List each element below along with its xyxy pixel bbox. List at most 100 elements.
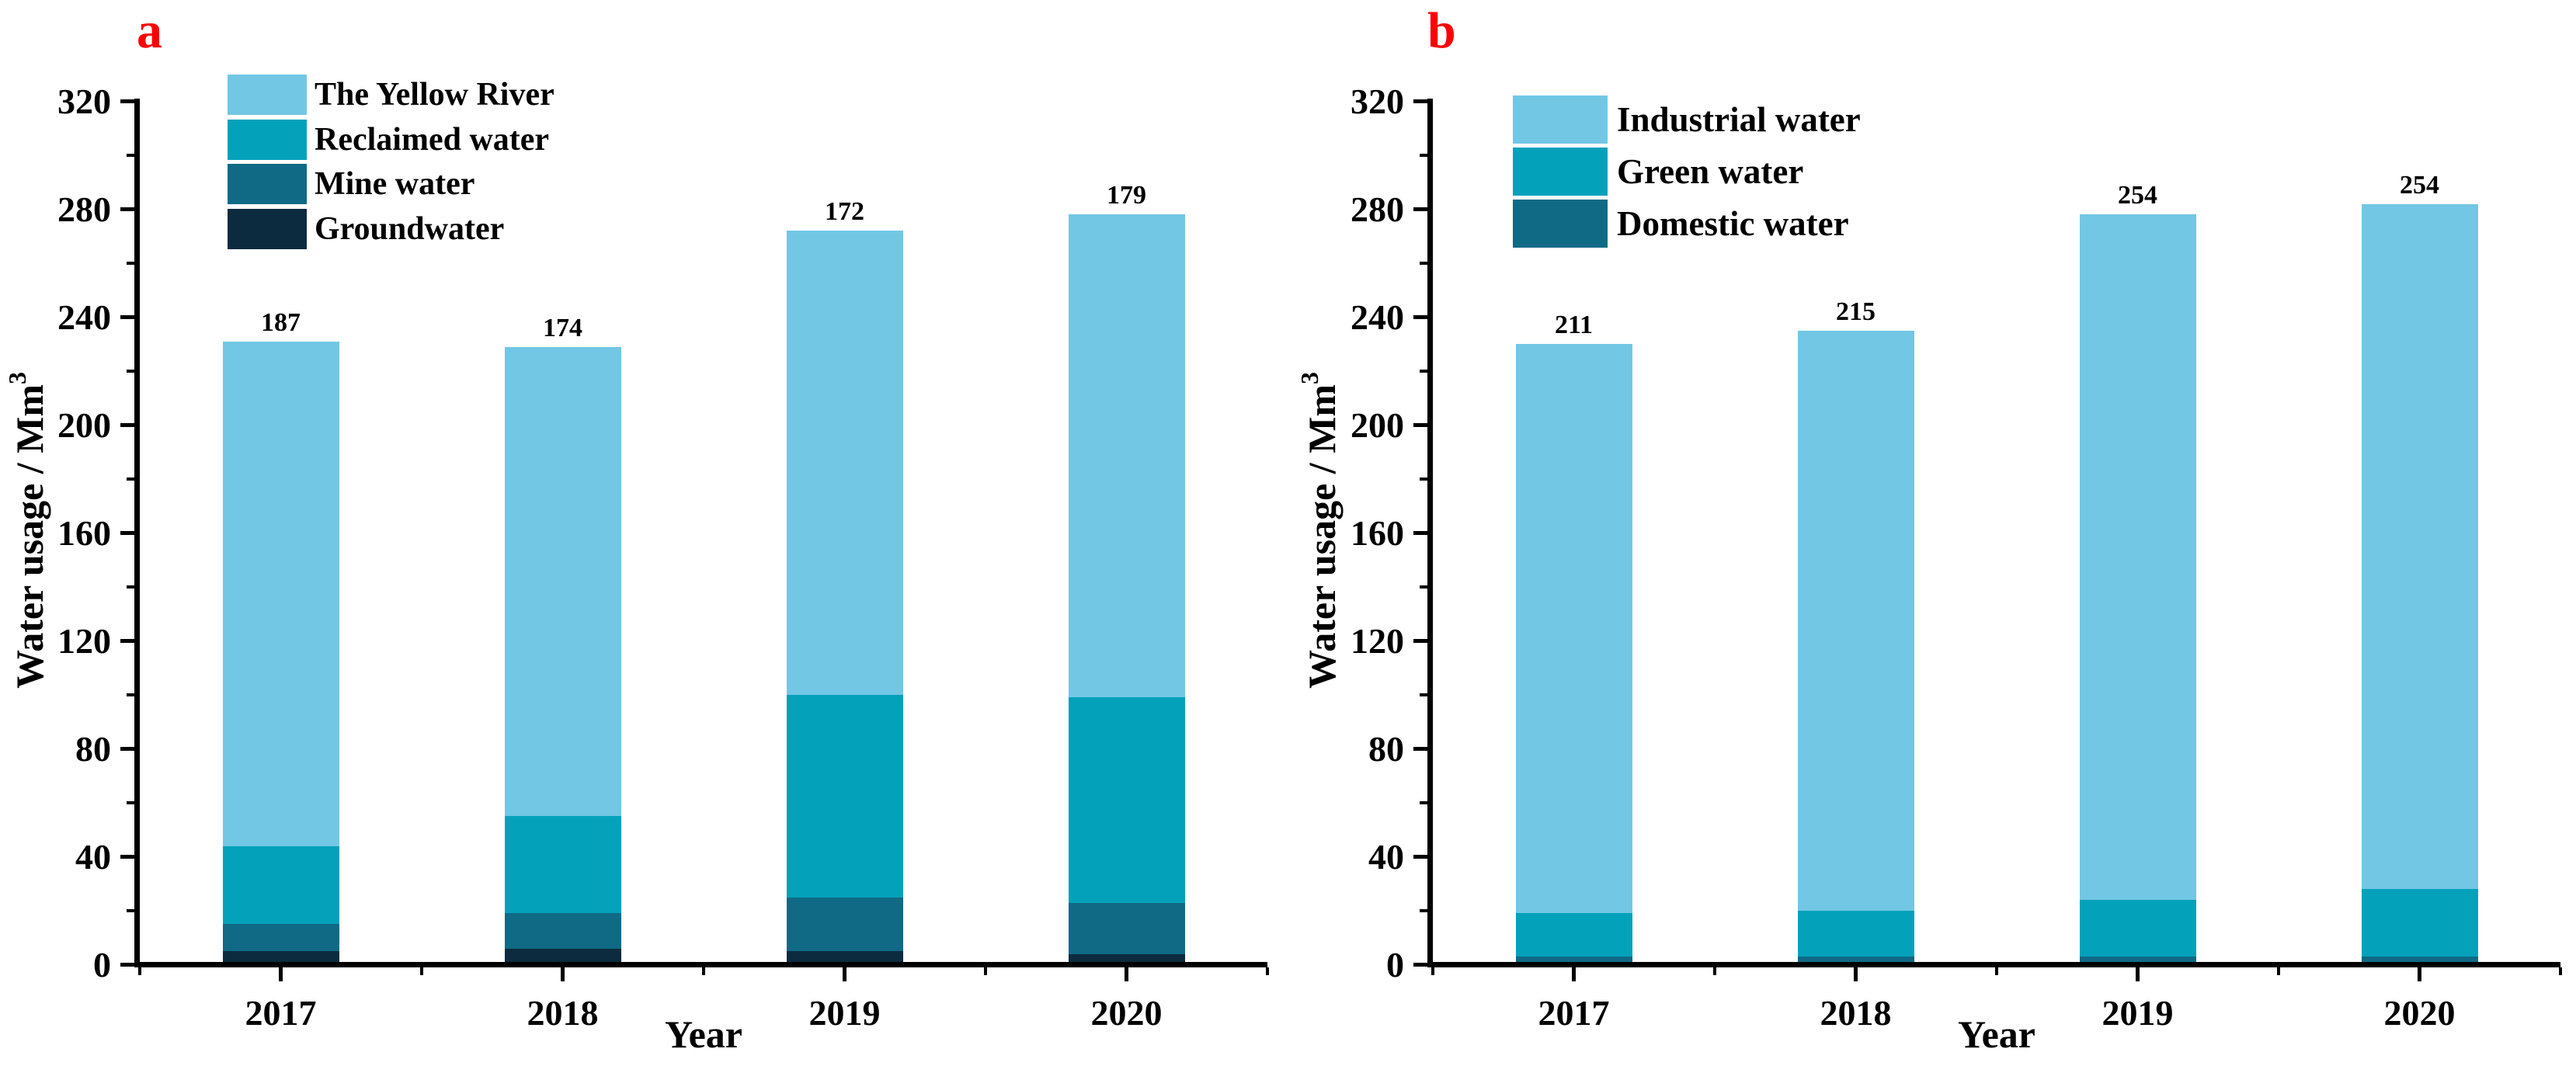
bar-segment-the-yellow-river-2017 [222,341,339,846]
legend-label-green-water: Green water [1617,152,1804,191]
bar-segment-domestic-water-2017 [1515,957,1632,962]
legend-swatch-mine-water [228,164,307,204]
legend-item-domestic-water: Domestic water [1513,200,1849,248]
bar-segment-domestic-water-2020 [2361,957,2478,962]
legend-swatch-industrial-water [1513,95,1608,144]
x-major-tick-2019 [843,967,846,981]
legend-item-reclaimed-water: Reclaimed water [228,119,550,160]
x-axis-label: Year [1958,1012,2035,1056]
bar-segment-mine-water-2017 [222,924,339,952]
y-minor-tick-180 [1420,477,1427,481]
x-minor-tick-1 [1713,967,1716,975]
x-major-tick-2020 [1125,967,1128,981]
x-tick-label-2020: 2020 [2383,993,2456,1033]
x-minor-tick-4 [2559,967,2562,975]
bar-segment-green-water-2017 [1515,913,1632,957]
x-tick-label-2017: 2017 [245,993,317,1033]
bar-segment-industrial-water-2018 [1797,330,1914,911]
y-major-tick-320 [120,99,134,103]
y-major-tick-280 [120,207,134,211]
legend-swatch-domestic-water [1513,200,1608,248]
y-major-tick-320 [1413,99,1427,103]
y-tick-label-240: 240 [57,297,111,337]
y-major-tick-80 [1413,747,1427,751]
y-minor-tick-180 [127,477,134,481]
y-tick-label-120: 120 [57,620,111,661]
value-label-the-yellow-river-2018: 174 [543,313,582,342]
y-tick-label-160: 160 [1351,512,1404,553]
y-tick-label-40: 40 [1368,836,1404,877]
y-minor-tick-60 [127,801,134,804]
y-tick-label-200: 200 [1351,405,1404,445]
bar-segment-industrial-water-2017 [1515,344,1632,914]
y-tick-label-0: 0 [1386,944,1404,984]
x-axis-spine [134,962,1267,967]
y-minor-tick-300 [127,154,134,157]
bar-segment-green-water-2019 [2079,900,2196,957]
y-tick-label-0: 0 [93,944,111,984]
bar-segment-reclaimed-water-2017 [222,846,339,925]
y-major-tick-200 [120,423,134,427]
value-label-the-yellow-river-2020: 179 [1107,181,1146,210]
legend-item-groundwater: Groundwater [228,208,504,249]
y-major-tick-0 [1413,963,1427,967]
legend-label-the-yellow-river: The Yellow River [315,77,554,113]
y-major-tick-40 [120,855,134,859]
legend-item-mine-water: Mine water [228,164,475,204]
bar-segment-industrial-water-2019 [2079,214,2196,901]
bar-segment-mine-water-2020 [1068,902,1185,954]
legend-item-green-water: Green water [1513,148,1803,196]
bar-segment-reclaimed-water-2019 [786,694,903,898]
legend-swatch-green-water [1513,148,1608,196]
legend-swatch-reclaimed-water [228,119,307,160]
y-major-tick-160 [1413,531,1427,535]
bar-segment-groundwater-2019 [786,951,903,962]
x-minor-tick-2 [1995,967,1998,975]
bar-segment-green-water-2018 [1797,910,1914,957]
bar-segment-reclaimed-water-2020 [1068,697,1185,903]
y-major-tick-200 [1413,423,1427,427]
x-major-tick-2018 [561,967,565,981]
y-axis-label-text: Water usage / Mm [1300,384,1344,689]
x-major-tick-2018 [1854,967,1858,981]
x-minor-tick-0 [138,967,141,975]
y-tick-label-280: 280 [57,189,111,229]
y-tick-label-40: 40 [75,836,111,877]
y-minor-tick-220 [127,370,134,373]
y-axis-spine [1427,99,1433,967]
legend-label-mine-water: Mine water [315,166,475,202]
legend-swatch-the-yellow-river [228,75,307,115]
x-major-tick-2019 [2136,967,2140,981]
x-major-tick-2017 [1572,967,1576,981]
y-minor-tick-140 [127,585,134,589]
legend-label-domestic-water: Domestic water [1617,204,1849,243]
value-label-industrial-water-2019: 254 [2118,181,2157,210]
y-axis-label: Water usage / Mm3 [1295,372,1344,689]
x-minor-tick-2 [702,967,705,975]
legend-label-industrial-water: Industrial water [1617,100,1861,139]
y-axis-label-exponent: 3 [1295,371,1323,384]
y-tick-label-160: 160 [57,512,111,553]
value-label-industrial-water-2018: 215 [1836,297,1876,326]
x-minor-tick-1 [420,967,423,975]
y-minor-tick-140 [1420,585,1427,589]
x-minor-tick-3 [2277,967,2280,975]
x-tick-label-2017: 2017 [1538,993,1610,1033]
y-tick-label-320: 320 [57,81,111,121]
x-tick-label-2018: 2018 [1820,993,1892,1033]
y-major-tick-280 [1413,207,1427,211]
x-axis-spine [1427,962,2560,967]
bar-segment-green-water-2020 [2361,889,2478,957]
y-minor-tick-260 [1420,262,1427,265]
y-axis-spine [134,99,140,967]
x-minor-tick-4 [1266,967,1269,975]
bar-segment-reclaimed-water-2018 [504,816,621,914]
y-minor-tick-300 [1420,154,1427,157]
bar-segment-groundwater-2018 [504,948,621,962]
y-minor-tick-60 [1420,801,1427,804]
bar-segment-mine-water-2019 [786,897,903,952]
y-major-tick-120 [1413,639,1427,643]
legend-label-reclaimed-water: Reclaimed water [315,121,550,158]
